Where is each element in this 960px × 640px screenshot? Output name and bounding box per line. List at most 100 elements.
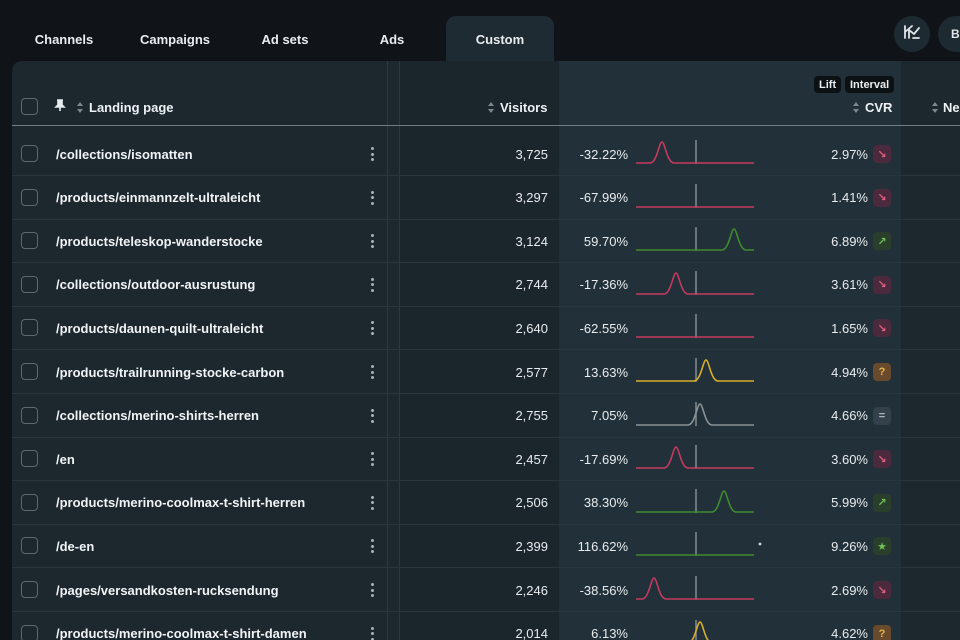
lift-interval-sparkline — [636, 183, 754, 208]
lift-interval-sparkline — [636, 532, 762, 557]
row-checkbox[interactable] — [21, 406, 38, 424]
trend-star-icon[interactable]: ★ — [873, 537, 891, 556]
pin-icon[interactable] — [54, 99, 66, 117]
kebab-menu-icon[interactable] — [367, 625, 377, 640]
row-divider — [12, 305, 960, 307]
column-header-next[interactable]: Ne — [943, 100, 960, 115]
sort-landing-page-icon[interactable] — [76, 102, 83, 113]
table-row[interactable]: /pages/versandkosten-rucksendung 2,246 -38… — [12, 568, 960, 612]
row-checkbox[interactable] — [21, 188, 38, 206]
kebab-menu-icon[interactable] — [367, 276, 377, 294]
kebab-menu-icon[interactable] — [367, 319, 377, 337]
brand-logo-button[interactable] — [894, 16, 930, 52]
lift-chip[interactable]: Lift — [814, 76, 842, 93]
trend-unsure-icon[interactable]: ? — [873, 363, 891, 381]
kebab-menu-icon[interactable] — [367, 145, 377, 163]
column-header-visitors[interactable]: Visitors — [500, 100, 548, 115]
table-row[interactable]: /products/daunen-quilt-ultraleicht 2,640 -… — [12, 306, 960, 351]
trend-down-icon[interactable]: ↘ — [873, 275, 891, 294]
tab-custom[interactable]: Custom — [446, 16, 554, 62]
landing-page-cell[interactable]: /de-en — [56, 538, 95, 554]
row-divider — [12, 611, 960, 612]
kebab-menu-icon[interactable] — [367, 363, 377, 381]
trend-down-icon[interactable]: ↘ — [873, 319, 891, 338]
table-row[interactable]: /products/einmannzelt-ultraleicht 3,297 -6… — [12, 176, 960, 220]
distribution-curve — [636, 489, 754, 513]
visitors-cell: 3,124 — [515, 233, 548, 249]
lift-interval-sparkline — [636, 227, 754, 252]
tab-campaigns[interactable]: Campaigns — [139, 31, 211, 47]
interval-chip[interactable]: Interval — [845, 76, 895, 93]
table-row[interactable]: /products/merino-coolmax-t-shirt-herren 2… — [12, 481, 960, 525]
landing-page-cell[interactable]: /products/teleskop-wanderstocke — [56, 233, 263, 249]
row-checkbox[interactable] — [21, 275, 38, 293]
top-right-button[interactable]: B — [938, 16, 960, 52]
row-checkbox[interactable] — [21, 363, 38, 380]
row-checkbox[interactable] — [21, 232, 38, 250]
row-checkbox[interactable] — [21, 624, 38, 640]
row-checkbox[interactable] — [21, 319, 38, 337]
column-header-landing-page[interactable]: Landing page — [89, 100, 174, 115]
trend-unsure-icon[interactable]: ? — [873, 624, 891, 640]
kebab-menu-icon[interactable] — [367, 494, 377, 512]
lift-cell: 7.05% — [591, 408, 628, 424]
landing-page-cell[interactable]: /collections/outdoor-ausrustung — [56, 277, 256, 293]
kebab-menu-icon[interactable] — [367, 407, 377, 425]
distribution-curve — [636, 271, 754, 295]
tab-ads[interactable]: Ads — [379, 31, 405, 47]
landing-page-cell[interactable]: /products/daunen-quilt-ultraleicht — [56, 320, 264, 336]
kebab-menu-icon[interactable] — [367, 537, 377, 555]
kebab-menu-icon[interactable] — [367, 450, 377, 468]
row-divider — [12, 393, 960, 394]
lift-interval-sparkline — [636, 314, 754, 339]
sort-visitors-icon[interactable] — [487, 102, 494, 113]
table-row[interactable]: /products/trailrunning-stocke-carbon 2,57… — [12, 350, 960, 394]
trend-up-icon[interactable]: ↗ — [873, 232, 891, 251]
select-all-checkbox[interactable] — [21, 98, 38, 115]
row-checkbox[interactable] — [21, 450, 38, 468]
landing-page-cell[interactable]: /products/einmannzelt-ultraleicht — [56, 190, 261, 206]
row-checkbox[interactable] — [21, 493, 38, 511]
trend-up-icon[interactable]: ↗ — [873, 493, 891, 512]
landing-page-cell[interactable]: /pages/versandkosten-rucksendung — [56, 582, 279, 598]
landing-page-cell[interactable]: /products/merino-coolmax-t-shirt-herren — [56, 495, 306, 511]
trend-down-icon[interactable]: ↘ — [873, 450, 891, 469]
tab-ad-sets[interactable]: Ad sets — [261, 31, 309, 47]
header-divider — [12, 125, 960, 126]
table-row[interactable]: /collections/merino-shirts-herren 2,755 7.… — [12, 394, 960, 438]
table-row[interactable]: /en 2,457 -17.69% 3.60% ↘ — [12, 437, 960, 482]
sort-cvr-icon[interactable] — [852, 102, 859, 113]
table-row[interactable]: /collections/isomatten 3,725 -32.22% 2.97% ↘ — [12, 132, 960, 176]
cvr-cell: 9.26% — [831, 538, 868, 554]
table-row[interactable]: /de-en 2,399 116.62% 9.26% ★ — [12, 524, 960, 569]
distribution-curve — [636, 577, 754, 600]
kebab-menu-icon[interactable] — [367, 232, 377, 250]
visitors-cell: 3,725 — [515, 146, 548, 162]
lift-interval-sparkline — [636, 445, 754, 470]
landing-page-cell[interactable]: /collections/merino-shirts-herren — [56, 408, 259, 424]
row-checkbox[interactable] — [21, 145, 38, 162]
table-row[interactable]: /collections/outdoor-ausrustung 2,744 -17.… — [12, 263, 960, 307]
column-divider — [387, 61, 388, 640]
lift-cell: 6.13% — [591, 626, 628, 640]
row-checkbox[interactable] — [21, 537, 38, 555]
trend-down-icon[interactable]: ↘ — [873, 188, 891, 207]
table-row[interactable]: /products/merino-coolmax-t-shirt-damen 2,… — [12, 612, 960, 640]
trend-neutral-icon[interactable]: = — [873, 406, 891, 425]
sort-next-column-icon[interactable] — [931, 102, 938, 113]
lift-cell: 116.62% — [577, 538, 628, 554]
column-header-cvr[interactable]: CVR — [865, 100, 893, 115]
landing-page-cell[interactable]: /products/merino-coolmax-t-shirt-damen — [56, 626, 307, 640]
kebab-menu-icon[interactable] — [367, 581, 377, 599]
table-row[interactable]: /products/teleskop-wanderstocke 3,124 59.7… — [12, 219, 960, 264]
trend-down-icon[interactable]: ↘ — [873, 581, 891, 599]
tab-channels[interactable]: Channels — [34, 31, 94, 47]
landing-page-cell[interactable]: /products/trailrunning-stocke-carbon — [56, 364, 285, 380]
kebab-menu-icon[interactable] — [367, 189, 377, 207]
landing-page-cell[interactable]: /en — [56, 451, 75, 467]
lift-cell: -67.99% — [579, 190, 628, 206]
row-checkbox[interactable] — [21, 581, 38, 598]
landing-page-cell[interactable]: /collections/isomatten — [56, 146, 193, 162]
lift-interval-sparkline — [636, 488, 754, 513]
trend-down-icon[interactable]: ↘ — [873, 145, 891, 163]
